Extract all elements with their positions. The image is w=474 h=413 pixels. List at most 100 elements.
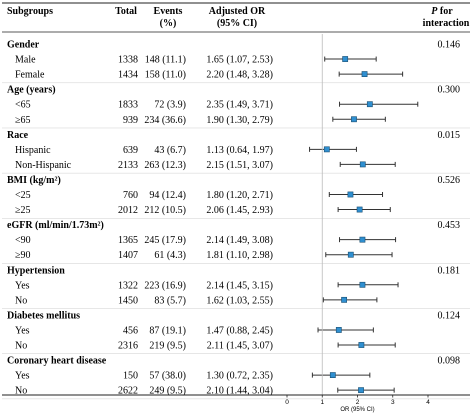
- or-point-marker: [351, 116, 357, 123]
- row-events: 249 (9.5): [149, 386, 186, 397]
- p-interaction-value: 0.124: [438, 310, 461, 321]
- row-or-ci: 2.15 (1.51, 3.07): [206, 160, 273, 171]
- or-point-marker: [361, 71, 368, 77]
- row-label: Non-Hispanic: [15, 160, 72, 171]
- row-or-ci: 1.90 (1.30, 2.79): [206, 115, 273, 126]
- row-or-ci: 1.13 (0.64, 1.97): [206, 145, 273, 156]
- row-label: Hispanic: [15, 145, 51, 156]
- row-events: 57 (38.0): [149, 371, 186, 382]
- table-rows: Gender 0.146 Male 1338 148 (11.1) 1.65 (1.07,…: [2, 40, 470, 400]
- header-events-unit: (%): [160, 18, 177, 29]
- row-total: 1450: [118, 295, 138, 306]
- group-label: Race: [7, 130, 29, 141]
- row-events: 234 (36.6): [144, 115, 186, 126]
- row-or-ci: 2.14 (1.45, 3.15): [206, 280, 273, 291]
- row-label: <65: [15, 100, 31, 111]
- row-events: 158 (11.0): [145, 70, 186, 81]
- p-interaction-value: 0.300: [438, 85, 461, 96]
- row-label: Yes: [15, 280, 30, 291]
- or-point-marker: [347, 251, 354, 258]
- or-point-marker: [347, 191, 354, 198]
- row-total: 2133: [118, 160, 138, 171]
- x-axis: 0 1 2 3 4 OR (95% CI): [2, 394, 470, 413]
- row-total: 1338: [118, 55, 138, 66]
- row-total: 1365: [118, 235, 138, 246]
- row-events: 83 (5.7): [154, 295, 186, 306]
- row-or-ci: 2.35 (1.49, 3.71): [206, 100, 273, 111]
- header-subgroups: Subgroups: [7, 6, 53, 17]
- or-point-marker: [341, 296, 348, 303]
- header-events: Events: [154, 6, 183, 17]
- p-interaction-value: 0.098: [438, 356, 461, 367]
- or-point-marker: [366, 101, 373, 108]
- or-point-marker: [323, 146, 330, 153]
- row-or-ci: 2.10 (1.44, 3.04): [206, 386, 273, 397]
- row-label: ≥25: [15, 205, 31, 216]
- or-point-marker: [342, 56, 349, 62]
- row-label: ≥65: [15, 115, 31, 126]
- or-point-marker: [335, 327, 342, 333]
- row-label: Male: [15, 55, 36, 66]
- x-tick-label: 3: [391, 399, 395, 406]
- group-label: Age (years): [7, 85, 56, 96]
- row-label: Yes: [15, 325, 30, 336]
- or-point-marker: [359, 236, 366, 243]
- row-or-ci: 1.65 (1.07, 2.53): [206, 55, 273, 66]
- row-events: 87 (19.1): [149, 325, 186, 336]
- header-p: P for: [431, 6, 453, 17]
- p-interaction-value: 0.453: [438, 220, 461, 231]
- row-label: No: [15, 341, 27, 352]
- row-or-ci: 1.62 (1.03, 2.55): [206, 295, 273, 306]
- row-total: 639: [123, 145, 138, 156]
- row-events: 263 (12.3): [144, 160, 186, 171]
- row-total: 1322: [118, 280, 138, 291]
- row-total: 456: [123, 325, 138, 336]
- row-events: 223 (16.9): [144, 280, 186, 291]
- or-point-marker: [358, 387, 364, 394]
- row-or-ci: 1.80 (1.20, 2.71): [206, 190, 273, 201]
- or-point-marker: [358, 342, 365, 348]
- or-point-marker: [356, 206, 363, 213]
- row-events: 219 (9.5): [149, 341, 186, 352]
- p-interaction-value: 0.181: [438, 265, 461, 276]
- row-total: 2316: [118, 341, 138, 352]
- or-point-marker: [359, 281, 366, 288]
- header-total: Total: [115, 6, 137, 17]
- header-p-italic: P: [431, 6, 438, 17]
- row-label: Yes: [15, 371, 30, 382]
- row-total: 2622: [118, 386, 138, 397]
- row-total: 760: [123, 190, 138, 201]
- row-or-ci: 2.20 (1.48, 3.28): [206, 70, 273, 81]
- header-interaction: interaction: [423, 18, 470, 29]
- row-label: <90: [15, 235, 31, 246]
- row-total: 1833: [118, 100, 138, 111]
- group-label: Gender: [7, 40, 40, 51]
- row-events: 72 (3.9): [154, 100, 186, 111]
- row-events: 212 (10.5): [144, 205, 186, 216]
- p-interaction-value: 0.146: [438, 40, 461, 51]
- p-interaction-value: 0.015: [438, 130, 461, 141]
- row-or-ci: 2.06 (1.45, 2.93): [206, 205, 273, 216]
- group-label: Hypertension: [7, 265, 65, 276]
- row-total: 1407: [118, 250, 138, 261]
- header-or-ci: (95% CI): [217, 18, 257, 29]
- row-or-ci: 1.47 (0.88, 2.45): [206, 325, 273, 336]
- group-label: eGFR (ml/min/1.73m²): [7, 220, 104, 231]
- row-total: 1434: [118, 70, 138, 81]
- row-or-ci: 2.14 (1.49, 3.08): [206, 235, 273, 246]
- row-total: 939: [123, 115, 138, 126]
- row-or-ci: 1.81 (1.10, 2.98): [206, 250, 273, 261]
- row-events: 43 (6.7): [154, 145, 186, 156]
- x-axis-label: OR (95% CI): [340, 407, 374, 413]
- row-total: 2012: [118, 205, 138, 216]
- p-interaction-value: 0.526: [438, 175, 461, 186]
- x-tick-label: 0: [285, 399, 289, 406]
- row-or-ci: 2.11 (1.45, 3.07): [207, 341, 273, 352]
- row-label: <25: [15, 190, 31, 201]
- row-label: Female: [15, 70, 45, 81]
- x-tick-label: 1: [320, 399, 324, 406]
- group-label: Diabetes mellitus: [7, 310, 80, 321]
- x-tick-label: 4: [426, 399, 430, 406]
- row-label: ≥90: [15, 250, 31, 261]
